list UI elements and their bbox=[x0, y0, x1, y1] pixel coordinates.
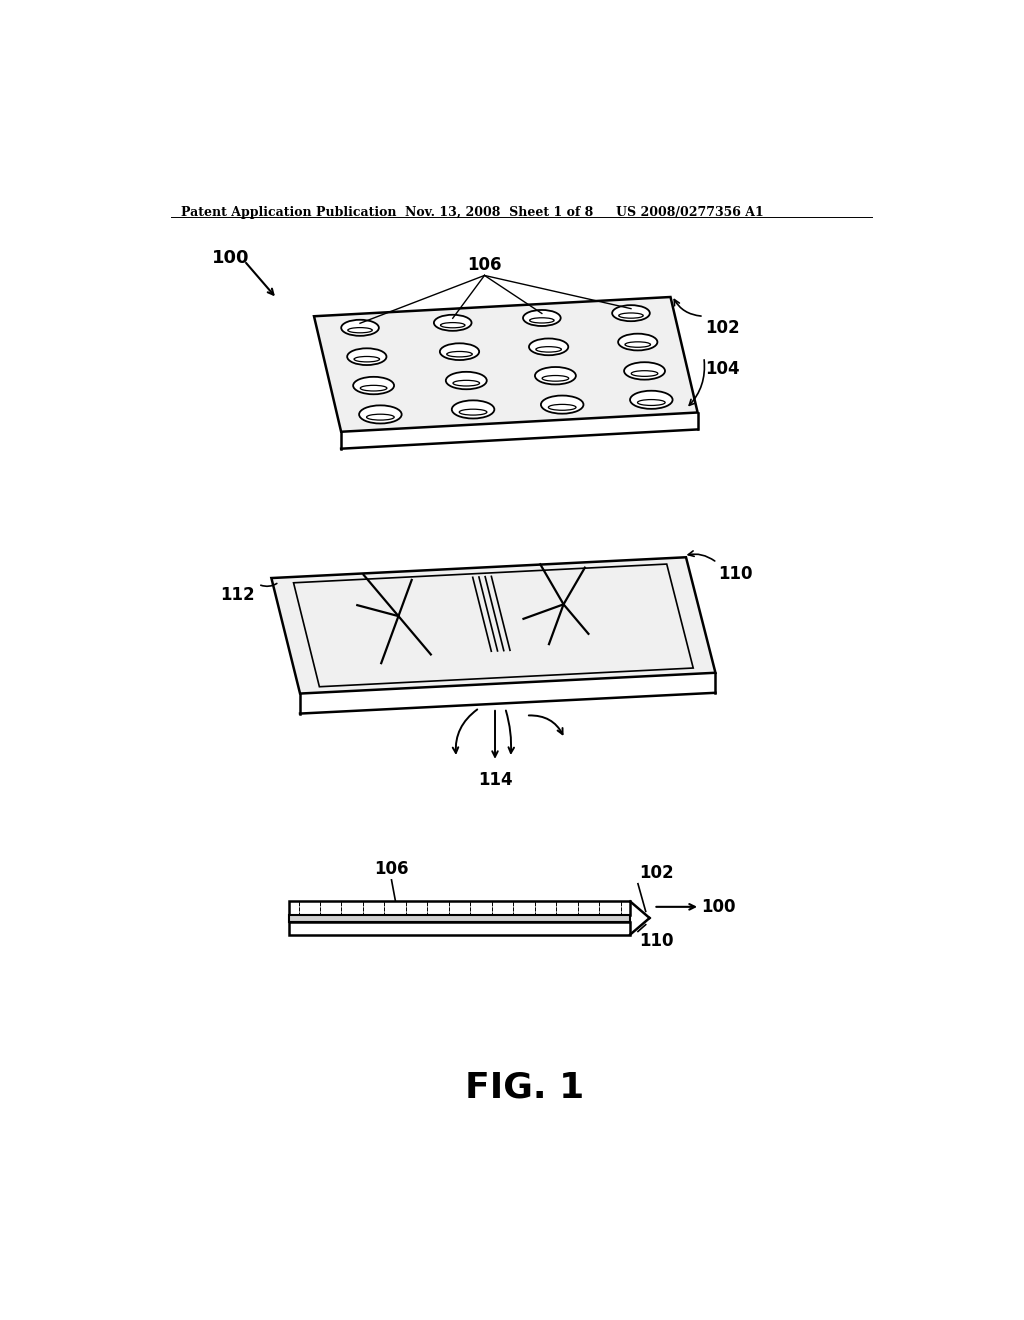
Text: US 2008/0277356 A1: US 2008/0277356 A1 bbox=[616, 206, 764, 219]
Text: 104: 104 bbox=[706, 360, 740, 378]
Polygon shape bbox=[271, 557, 716, 693]
Text: 100: 100 bbox=[212, 249, 249, 267]
Text: 110: 110 bbox=[640, 932, 674, 950]
Text: 102: 102 bbox=[706, 318, 740, 337]
Text: 100: 100 bbox=[701, 898, 736, 916]
Polygon shape bbox=[289, 915, 630, 923]
Text: 102: 102 bbox=[640, 865, 674, 882]
Ellipse shape bbox=[347, 348, 386, 366]
Ellipse shape bbox=[612, 305, 650, 321]
Ellipse shape bbox=[440, 343, 479, 360]
Polygon shape bbox=[314, 297, 697, 432]
Ellipse shape bbox=[434, 314, 472, 331]
Ellipse shape bbox=[445, 372, 486, 389]
Text: 106: 106 bbox=[467, 256, 502, 275]
Polygon shape bbox=[289, 902, 630, 915]
Ellipse shape bbox=[618, 334, 657, 350]
Text: 114: 114 bbox=[478, 771, 512, 789]
Polygon shape bbox=[289, 923, 630, 935]
Ellipse shape bbox=[624, 362, 665, 380]
Ellipse shape bbox=[341, 319, 379, 335]
Ellipse shape bbox=[630, 391, 673, 409]
Text: FIG. 1: FIG. 1 bbox=[465, 1071, 585, 1105]
Text: Nov. 13, 2008  Sheet 1 of 8: Nov. 13, 2008 Sheet 1 of 8 bbox=[406, 206, 594, 219]
Ellipse shape bbox=[452, 400, 495, 418]
Ellipse shape bbox=[353, 376, 394, 395]
Ellipse shape bbox=[359, 405, 401, 424]
Ellipse shape bbox=[535, 367, 575, 384]
Text: 110: 110 bbox=[719, 565, 753, 583]
Ellipse shape bbox=[541, 396, 584, 413]
Text: 112: 112 bbox=[220, 586, 254, 603]
Ellipse shape bbox=[529, 338, 568, 355]
Text: 106: 106 bbox=[374, 861, 409, 878]
Text: Patent Application Publication: Patent Application Publication bbox=[180, 206, 396, 219]
Ellipse shape bbox=[523, 310, 561, 326]
